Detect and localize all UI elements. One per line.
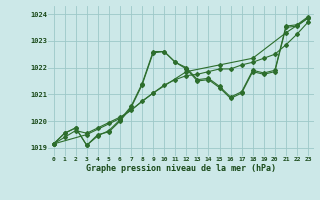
X-axis label: Graphe pression niveau de la mer (hPa): Graphe pression niveau de la mer (hPa) xyxy=(86,164,276,173)
